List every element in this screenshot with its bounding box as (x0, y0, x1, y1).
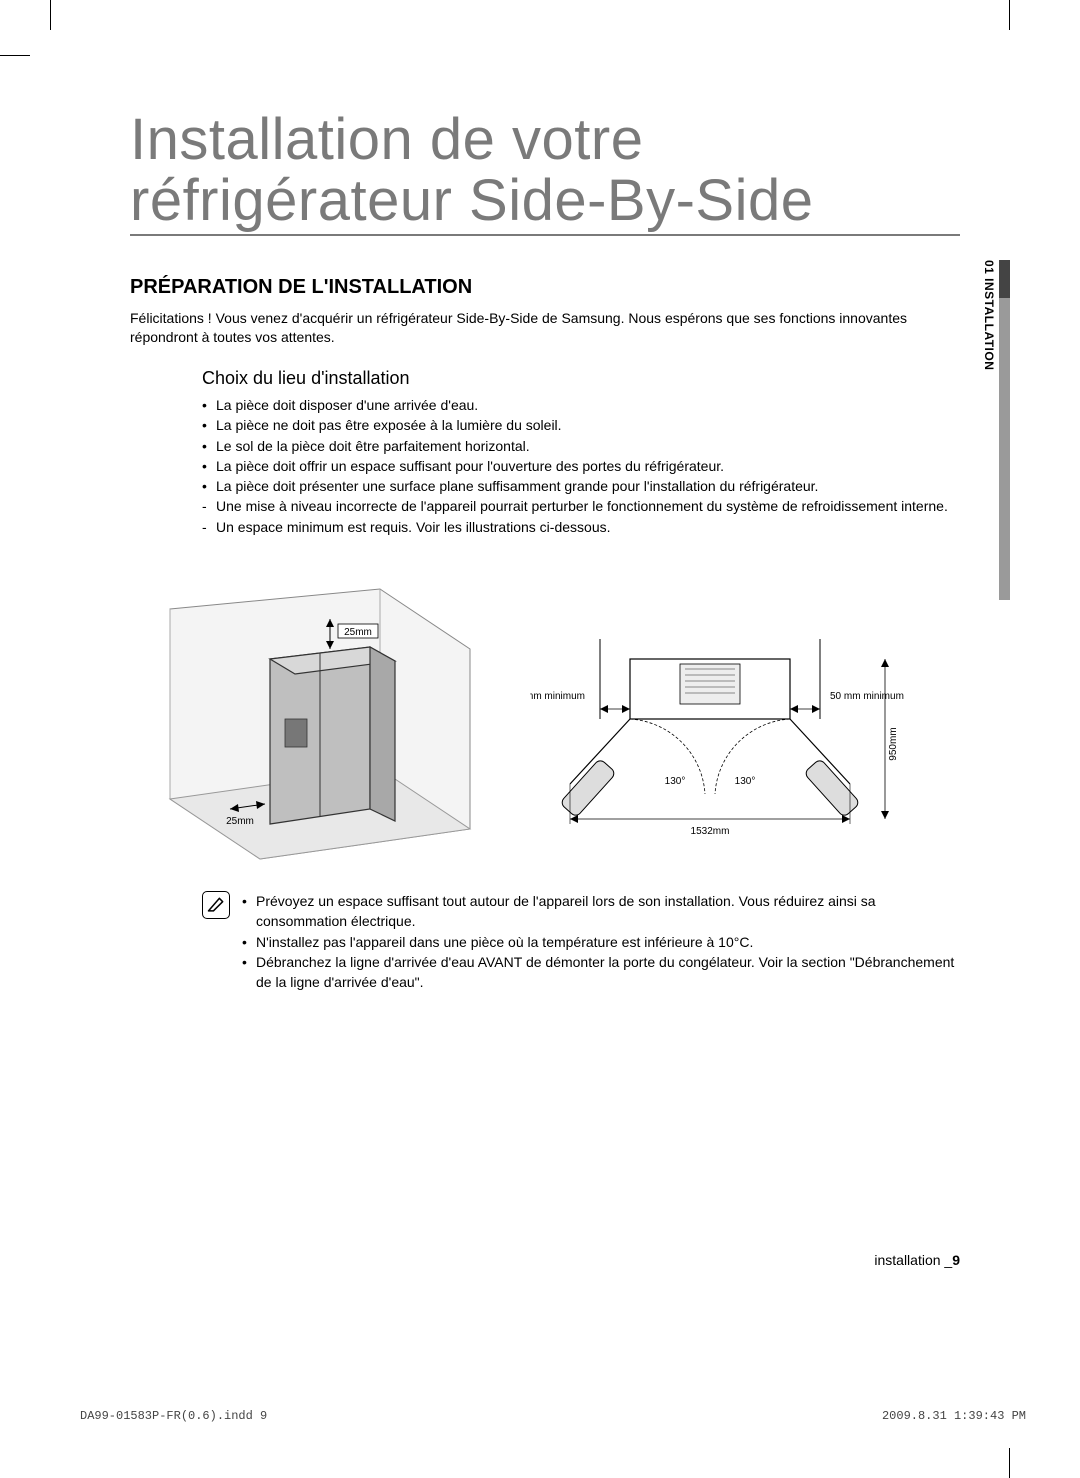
dim-label-top: 25mm (344, 627, 372, 638)
crop-mark (50, 0, 51, 30)
sub-heading: Choix du lieu d'installation (202, 368, 960, 389)
dim-clearance-right: 50 mm minimum (830, 691, 904, 702)
clearance-diagram-top: 950mm 50 mm minimum 50 mm minimum 130° (530, 609, 930, 869)
clearance-diagram-iso: 25mm 25mm (130, 569, 500, 869)
page-footer-label: installation _ (874, 1252, 952, 1268)
list-item: •Le sol de la pièce doit être parfaiteme… (202, 436, 960, 456)
dim-width-open: 1532mm (691, 826, 730, 837)
crop-mark (1009, 1448, 1010, 1478)
diagram-area: 25mm 25mm (130, 569, 960, 869)
main-title: Installation de votre réfrigérateur Side… (130, 110, 960, 236)
list-item: •Prévoyez un espace suffisant tout autou… (242, 891, 960, 932)
requirements-list: •La pièce doit disposer d'une arrivée d'… (202, 395, 960, 537)
print-footer-right: 2009.8.31 1:39:43 PM (882, 1409, 1026, 1423)
dim-angle-right: 130° (735, 776, 756, 787)
page-footer: installation _9 (874, 1252, 960, 1268)
list-item: •La pièce doit présenter une surface pla… (202, 476, 960, 496)
dim-angle-left: 130° (665, 776, 686, 787)
list-item: •La pièce doit offrir un espace suffisan… (202, 456, 960, 476)
list-item: •La pièce doit disposer d'une arrivée d'… (202, 395, 960, 415)
page-content: Installation de votre réfrigérateur Side… (130, 110, 960, 993)
list-item: •La pièce ne doit pas être exposée à la … (202, 415, 960, 435)
section-tab-label: 01 INSTALLATION (982, 260, 996, 370)
page-number: 9 (952, 1252, 960, 1268)
dim-clearance-left: 50 mm minimum (530, 691, 585, 702)
note-icon (202, 891, 230, 919)
section-heading: PRÉPARATION DE L'INSTALLATION (130, 276, 960, 299)
section-tab: 01 INSTALLATION (980, 260, 1010, 600)
list-item: -Une mise à niveau incorrecte de l'appar… (202, 496, 960, 516)
intro-paragraph: Félicitations ! Vous venez d'acquérir un… (130, 309, 960, 348)
section-tab-bar (999, 260, 1010, 600)
dim-label-side: 25mm (226, 816, 254, 827)
crop-mark (1009, 0, 1010, 30)
list-item: •N'installez pas l'appareil dans une piè… (242, 932, 960, 952)
print-footer-left: DA99-01583P-FR(0.6).indd 9 (80, 1409, 267, 1423)
list-item: •Débranchez la ligne d'arrivée d'eau AVA… (242, 952, 960, 993)
note-text: •Prévoyez un espace suffisant tout autou… (242, 891, 960, 992)
section-tab-marker (999, 260, 1010, 298)
dim-depth: 950mm (888, 727, 899, 760)
list-item: -Un espace minimum est requis. Voir les … (202, 517, 960, 537)
note-block: •Prévoyez un espace suffisant tout autou… (202, 891, 960, 992)
crop-mark (0, 55, 30, 56)
